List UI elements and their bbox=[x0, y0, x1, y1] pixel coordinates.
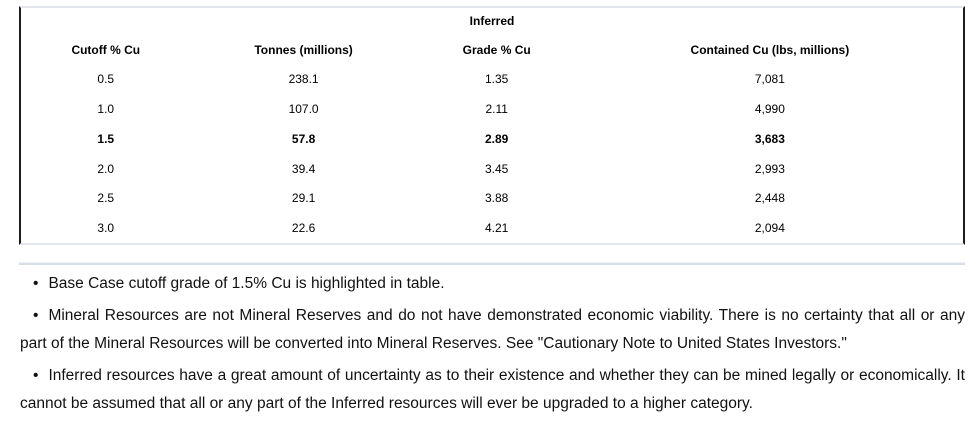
cell-cutoff: 1.0 bbox=[97, 102, 115, 117]
note-item: • Inferred resources have a great amount … bbox=[20, 362, 965, 418]
bullet-icon: • bbox=[33, 367, 39, 384]
inferred-resource-table: Inferred Cutoff % Cu Tonnes (millions) Grad… bbox=[19, 6, 965, 245]
column-header: Contained Cu (lbs, millions) bbox=[690, 42, 850, 57]
table-section-header-row: Inferred bbox=[21, 8, 963, 35]
cell-grade: 4.21 bbox=[485, 221, 509, 236]
note-item: • Mineral Resources are not Mineral Reser… bbox=[20, 302, 965, 358]
cell-tonnes: 107.0 bbox=[288, 102, 319, 117]
note-text: Base Case cutoff grade of 1.5% Cu is hig… bbox=[48, 275, 445, 292]
table-row: 3.0 22.6 4.21 2,094 bbox=[21, 213, 963, 243]
cell-contained: 4,990 bbox=[754, 102, 785, 117]
cell-tonnes: 22.6 bbox=[291, 221, 316, 236]
column-header: Cutoff % Cu bbox=[71, 42, 141, 57]
cell-contained: 2,448 bbox=[754, 191, 785, 206]
cell-grade: 2.11 bbox=[485, 102, 508, 117]
cell-contained: 7,081 bbox=[754, 72, 785, 87]
column-header: Grade % Cu bbox=[462, 42, 531, 57]
note-text: Inferred resources have a great amount o… bbox=[20, 367, 965, 412]
resource-table: Inferred Cutoff % Cu Tonnes (millions) Grad… bbox=[21, 8, 963, 243]
bullet-icon: • bbox=[33, 275, 39, 292]
cell-grade: 2.89 bbox=[485, 131, 509, 146]
cell-cutoff: 0.5 bbox=[97, 72, 115, 87]
cell-tonnes: 29.1 bbox=[291, 191, 316, 206]
cell-cutoff: 2.0 bbox=[97, 161, 115, 176]
cell-tonnes: 238.1 bbox=[288, 72, 319, 87]
cell-cutoff: 1.5 bbox=[97, 131, 115, 146]
cell-cutoff: 3.0 bbox=[97, 221, 115, 236]
table-row: 0.5 238.1 1.35 7,081 bbox=[21, 64, 963, 94]
column-header: Tonnes (millions) bbox=[254, 42, 353, 57]
table-row: 1.5 57.8 2.89 3,683 bbox=[21, 124, 963, 154]
cell-grade: 3.45 bbox=[485, 161, 509, 176]
cell-tonnes: 57.8 bbox=[291, 131, 316, 146]
note-item: • Base Case cutoff grade of 1.5% Cu is hi… bbox=[20, 270, 965, 298]
note-text: Mineral Resources are not Mineral Reserv… bbox=[20, 307, 965, 352]
footnotes: • Base Case cutoff grade of 1.5% Cu is hi… bbox=[20, 270, 965, 422]
table-row: 2.5 29.1 3.88 2,448 bbox=[21, 183, 963, 213]
cell-tonnes: 39.4 bbox=[291, 161, 316, 176]
table-row: 1.0 107.0 2.11 4,990 bbox=[21, 94, 963, 124]
cell-contained: 2,993 bbox=[754, 161, 785, 176]
cell-contained: 2,094 bbox=[754, 221, 785, 236]
table-column-header-row: Cutoff % Cu Tonnes (millions) Grade % Cu Co… bbox=[21, 35, 963, 65]
cell-grade: 1.35 bbox=[485, 72, 509, 87]
bullet-icon: • bbox=[33, 307, 39, 324]
cell-contained: 3,683 bbox=[754, 131, 785, 146]
cell-cutoff: 2.5 bbox=[97, 191, 115, 206]
section-divider bbox=[19, 262, 965, 265]
section-header: Inferred bbox=[469, 14, 515, 29]
table-row: 2.0 39.4 3.45 2,993 bbox=[21, 154, 963, 184]
cell-grade: 3.88 bbox=[485, 191, 509, 206]
